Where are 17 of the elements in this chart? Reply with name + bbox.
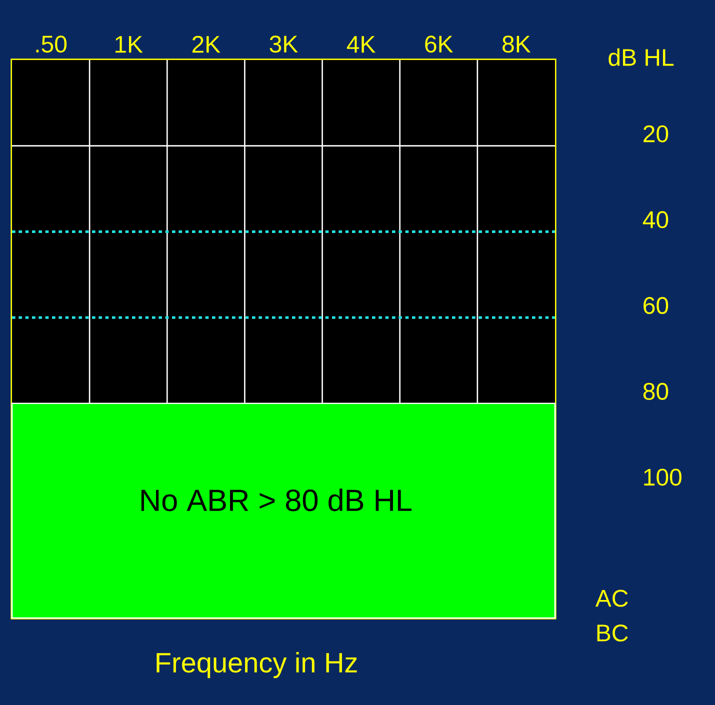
x-tick-label: 6K xyxy=(425,36,454,53)
x-tick-label: 4K xyxy=(346,36,376,53)
x-tick-label: 1K xyxy=(116,36,143,53)
y-axis-title: dB HL xyxy=(608,48,674,66)
x-tick-label: 8K xyxy=(502,36,531,53)
y-tick-label: 60 xyxy=(644,297,668,314)
x-tick-label: 3K xyxy=(270,36,298,53)
x-axis-title: Frequency in Hz xyxy=(156,652,357,678)
y-tick-label: 20 xyxy=(644,125,668,142)
y-tick-label: 40 xyxy=(642,211,668,228)
band-label: No ABR > 80 dB HL xyxy=(141,488,412,512)
text: AC xyxy=(595,590,628,607)
x-tick-label: .50 xyxy=(36,36,67,53)
y-tick-label: 100 xyxy=(644,468,682,486)
text: BC xyxy=(597,624,628,642)
y-tick-label: 80 xyxy=(643,382,668,400)
x-tick-label: 2K xyxy=(192,36,220,53)
